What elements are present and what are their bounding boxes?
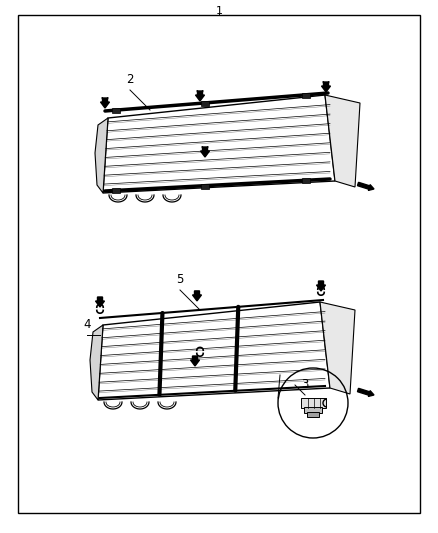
Text: 3: 3 [301,378,309,391]
Bar [307,412,319,417]
FancyArrow shape [95,297,105,307]
Polygon shape [95,118,108,193]
Polygon shape [98,302,330,400]
Bar [201,101,209,106]
FancyArrow shape [321,82,331,92]
FancyArrow shape [201,147,209,157]
FancyArrow shape [100,98,110,108]
FancyArrow shape [191,356,199,366]
FancyArrow shape [317,281,325,291]
FancyArrow shape [195,91,205,101]
Bar [112,188,120,193]
Polygon shape [325,95,360,187]
Text: 5: 5 [177,273,184,286]
Bar [201,183,209,189]
Bar [302,93,310,98]
Bar [301,398,326,408]
Bar [304,407,322,413]
Text: 1: 1 [215,6,223,16]
Bar [112,108,120,113]
Text: 4: 4 [83,318,91,331]
Polygon shape [90,325,103,400]
FancyArrow shape [357,182,374,190]
FancyArrow shape [192,291,201,301]
Polygon shape [103,95,335,193]
FancyArrow shape [357,389,374,397]
Bar [302,178,310,183]
Text: 2: 2 [126,73,134,86]
Polygon shape [320,302,355,394]
